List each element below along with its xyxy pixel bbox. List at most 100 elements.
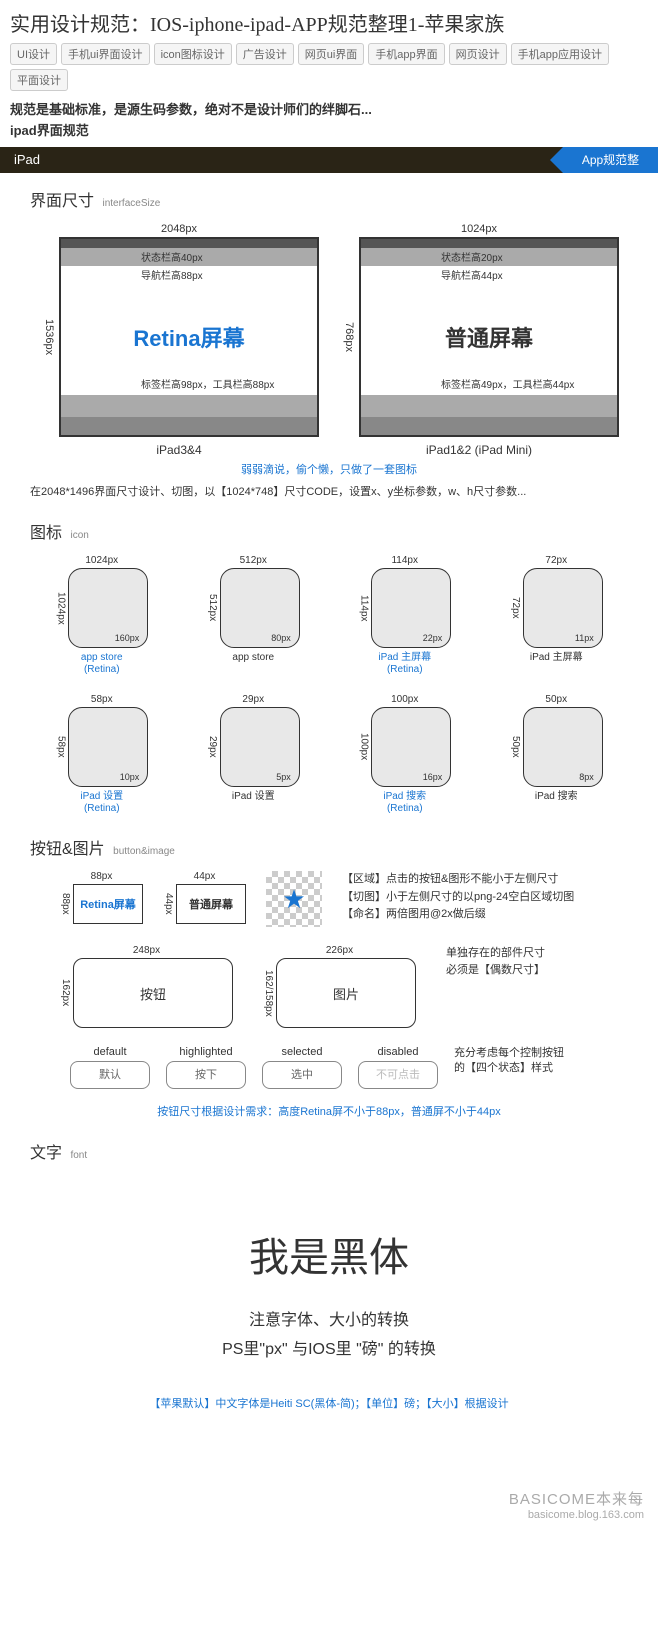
rect-spec: 226px 162/158px 图片 (263, 945, 416, 1028)
icon-height: 29px (207, 736, 220, 758)
btn-box: 普通屏幕 (176, 884, 246, 924)
state-en: selected (262, 1046, 342, 1058)
tab-bar (361, 395, 617, 417)
state-spec: selected 选中 (262, 1046, 342, 1089)
icon-width: 1024px (40, 555, 164, 566)
state-spec: disabled 不可点击 (358, 1046, 438, 1089)
status-bar (61, 239, 317, 248)
font-sample-big: 我是黑体 (60, 1225, 598, 1283)
rect-height: 162px (60, 979, 73, 1006)
icon-box: 16px (371, 707, 451, 787)
button-spec: 88px 88px Retina屏幕 (60, 871, 143, 924)
device-label: iPad1&2 (iPad Mini) (426, 443, 532, 457)
state-button[interactable]: 按下 (166, 1061, 246, 1089)
tag[interactable]: 手机ui界面设计 (61, 43, 150, 65)
icon-spec: 29px 29px 5px iPad 设置 (192, 694, 316, 815)
icon-spec: 512px 512px 80px app store (192, 555, 316, 676)
page-title: 实用设计规范：IOS-iphone-ipad-APP规范整理1-苹果家族 (0, 0, 658, 43)
rect-box: 图片 (276, 958, 416, 1028)
tag[interactable]: 平面设计 (10, 69, 68, 91)
tag[interactable]: 手机app应用设计 (511, 43, 609, 65)
state-button[interactable]: 默认 (70, 1061, 150, 1089)
icon-radius: 80px (271, 633, 291, 643)
section-icons: 图标 icon 1024px 1024px 160px app store(Re… (0, 519, 658, 835)
star-icon: ★ (282, 884, 305, 915)
icon-spec: 58px 58px 10px iPad 设置(Retina) (40, 694, 164, 815)
page-footer: BASICOME本来每 basicome.blog.163.com (0, 1491, 658, 1536)
tag[interactable]: 广告设计 (236, 43, 294, 65)
icon-height: 72px (510, 597, 523, 619)
tag[interactable]: icon图标设计 (154, 43, 232, 65)
tag[interactable]: UI设计 (10, 43, 57, 65)
section-heading: 界面尺寸 interfaceSize (30, 187, 628, 211)
heading-en: font (70, 1150, 87, 1161)
button-spec: 44px 44px 普通屏幕 (163, 871, 246, 924)
icon-radius: 10px (120, 772, 140, 782)
nav-label: 导航栏高88px (141, 267, 203, 282)
state-en: default (70, 1046, 150, 1058)
screen-box: 状态栏高40px 导航栏高88px Retina屏幕 标签栏高98px，工具栏高… (59, 237, 319, 437)
heading-en: icon (70, 530, 88, 541)
icon-box: 8px (523, 707, 603, 787)
nav-label: 导航栏高44px (441, 267, 503, 282)
rect-note: 单独存在的部件尺寸必须是【偶数尺寸】 (446, 945, 545, 978)
device-label: iPad3&4 (156, 443, 201, 457)
state-en: disabled (358, 1046, 438, 1058)
icon-label: iPad 设置 (192, 791, 316, 803)
icon-label: app store(Retina) (40, 652, 164, 676)
icon-box: 5px (220, 707, 300, 787)
interface-col: 2048px 1536px 状态栏高40px 导航栏高88px Retina屏幕… (39, 223, 319, 457)
icon-height: 1024px (55, 592, 68, 625)
icon-radius: 8px (579, 772, 594, 782)
banner: iPad App规范整 (0, 147, 658, 173)
btn-height: 44px (163, 893, 176, 915)
bottom-label: 标签栏高98px，工具栏高88px (141, 376, 274, 391)
section-heading: 按钮&图片 button&image (30, 835, 628, 859)
tool-bar (361, 417, 617, 435)
screen-type: 普通屏幕 (445, 321, 533, 353)
icon-radius: 5px (276, 772, 291, 782)
icon-spec: 50px 50px 8px iPad 搜索 (495, 694, 619, 815)
height-label: 768px (339, 322, 359, 352)
font-sample-mid: 注意字体、大小的转换 PS里"px" 与IOS里 "磅" 的转换 (60, 1307, 598, 1365)
icon-spec: 1024px 1024px 160px app store(Retina) (40, 555, 164, 676)
btn-width: 44px (163, 871, 246, 882)
footer-brand: BASICOME本来每 (14, 1491, 644, 1509)
state-en: highlighted (166, 1046, 246, 1058)
font-note: 【苹果默认】中文字体是Heiti SC(黑体-简)；【单位】磅；【大小】根据设计 (60, 1395, 598, 1411)
footer-url: basicome.blog.163.com (14, 1509, 644, 1522)
state-button[interactable]: 选中 (262, 1061, 342, 1089)
icon-spec: 100px 100px 16px iPad 搜索(Retina) (343, 694, 467, 815)
icon-radius: 11px (575, 633, 594, 643)
heading-en: button&image (113, 846, 175, 857)
state-button[interactable]: 不可点击 (358, 1061, 438, 1089)
heading-en: interfaceSize (102, 198, 160, 209)
icon-width: 114px (343, 555, 467, 566)
tag-list: UI设计手机ui界面设计icon图标设计广告设计网页ui界面手机app界面网页设… (0, 43, 658, 99)
icon-label: app store (192, 652, 316, 664)
section-heading: 图标 icon (30, 519, 628, 543)
interface-desc: 在2048*1496界面尺寸设计、切图，以【1024*748】尺寸CODE，设置… (30, 483, 628, 499)
status-bar (361, 239, 617, 248)
screen-box: 状态栏高20px 导航栏高44px 普通屏幕 标签栏高49px，工具栏高44px (359, 237, 619, 437)
rect-spec: 248px 162px 按钮 (60, 945, 233, 1028)
tag[interactable]: 网页ui界面 (298, 43, 365, 65)
bottom-label: 标签栏高49px，工具栏高44px (441, 376, 574, 391)
btn-height: 88px (60, 893, 73, 915)
icon-label: iPad 主屏幕 (495, 652, 619, 664)
tag[interactable]: 网页设计 (449, 43, 507, 65)
section-interface: 界面尺寸 interfaceSize 2048px 1536px 状态栏高40p… (0, 187, 658, 519)
rect-width: 248px (60, 945, 233, 956)
icon-label: iPad 搜索 (495, 791, 619, 803)
state-spec: default 默认 (70, 1046, 150, 1089)
width-label: 1024px (461, 223, 497, 235)
icon-height: 100px (358, 733, 371, 760)
section-font: 文字 font 我是黑体 注意字体、大小的转换 PS里"px" 与IOS里 "磅… (0, 1139, 658, 1491)
icon-spec: 72px 72px 11px iPad 主屏幕 (495, 555, 619, 676)
icon-width: 50px (495, 694, 619, 705)
interface-col: 1024px 768px 状态栏高20px 导航栏高44px 普通屏幕 标签栏高… (339, 223, 619, 457)
screen-type: Retina屏幕 (133, 321, 244, 353)
tag[interactable]: 手机app界面 (368, 43, 444, 65)
icon-height: 58px (55, 736, 68, 758)
rect-height: 162/158px (263, 970, 276, 1017)
